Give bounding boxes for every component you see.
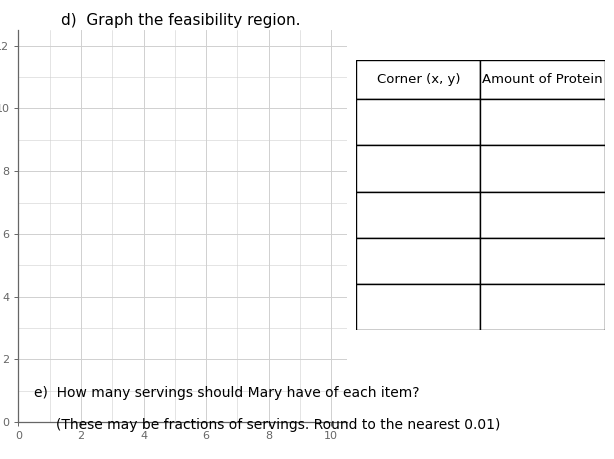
FancyBboxPatch shape — [480, 191, 605, 238]
FancyBboxPatch shape — [480, 60, 605, 99]
Text: e)  How many servings should Mary have of each item?: e) How many servings should Mary have of… — [34, 386, 419, 400]
FancyBboxPatch shape — [356, 145, 480, 191]
FancyBboxPatch shape — [356, 238, 480, 284]
FancyBboxPatch shape — [480, 145, 605, 191]
Text: (These may be fractions of servings. Round to the nearest 0.01): (These may be fractions of servings. Rou… — [34, 418, 500, 432]
FancyBboxPatch shape — [480, 284, 605, 330]
FancyBboxPatch shape — [356, 99, 480, 145]
FancyBboxPatch shape — [356, 284, 480, 330]
FancyBboxPatch shape — [356, 60, 480, 99]
Text: Corner (x, y): Corner (x, y) — [376, 73, 460, 86]
Text: Amount of Protein: Amount of Protein — [483, 73, 603, 86]
FancyBboxPatch shape — [480, 238, 605, 284]
FancyBboxPatch shape — [480, 99, 605, 145]
Text: d)  Graph the feasibility region.: d) Graph the feasibility region. — [61, 12, 301, 28]
FancyBboxPatch shape — [356, 191, 480, 238]
